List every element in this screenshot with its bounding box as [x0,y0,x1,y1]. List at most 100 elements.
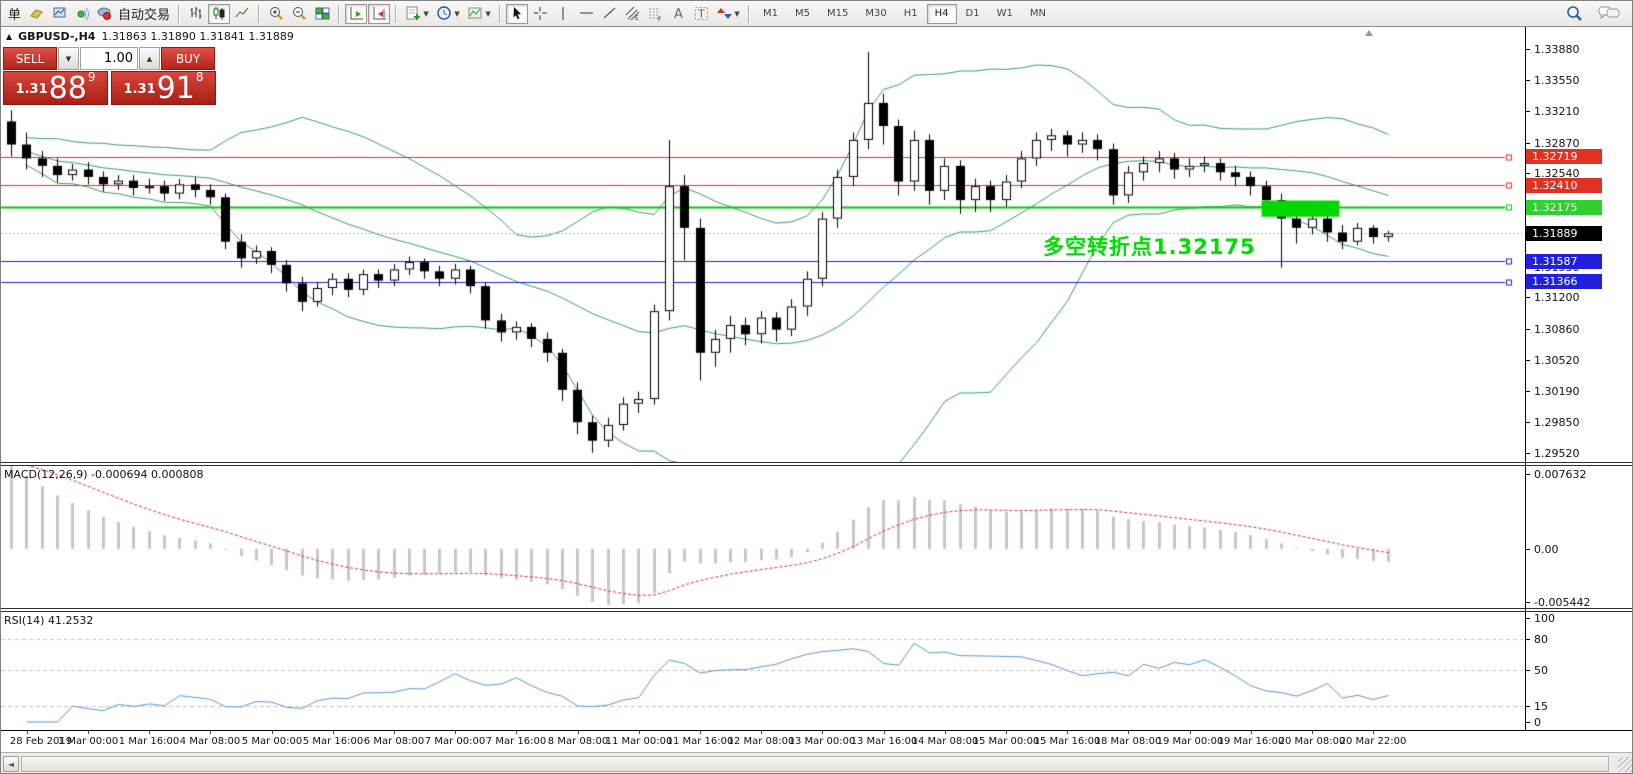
time-label: 11 Mar 16:00 [666,736,734,747]
time-tick [884,731,885,734]
macd-indicator-chart[interactable] [1,466,1525,608]
order-menu-label[interactable]: 单 [8,8,22,23]
chart-symbol-title: GBPUSD-,H4 [18,30,96,43]
scrollbar-left-arrow[interactable]: ◄ [3,756,19,772]
auto-scroll-icon[interactable] [345,3,368,24]
time-label: 7 Mar 00:00 [424,736,486,747]
timeframe-button-m5[interactable]: M5 [795,8,811,19]
line-chart-icon[interactable] [231,4,253,24]
chevron-down-icon[interactable]: ▼ [734,9,740,18]
toolbar-right [1565,4,1620,23]
pivot-annotation-text[interactable]: 多空转折点1.32175 [1043,235,1256,259]
volume-decrease-button[interactable]: ▼ [58,47,79,70]
toolbar-separator [395,4,398,23]
tile-windows-icon[interactable] [311,4,333,24]
time-tick [1006,731,1007,734]
time-tick [822,731,823,734]
autotrading-icon[interactable] [94,4,114,24]
time-label: 12 Mar 08:00 [727,736,795,747]
profile-icon[interactable] [48,4,70,24]
chevron-down-icon[interactable]: ▼ [485,9,491,18]
price-tick-label: 1.32870 [1534,137,1580,150]
time-label: 20 Mar 08:00 [1278,736,1346,747]
scrollbar-thumb[interactable] [21,756,1609,772]
rsi-label: RSI(14) 41.2532 [4,614,94,627]
price-tick-label: 1.29520 [1534,447,1580,460]
time-tick [761,731,762,734]
chart-shift-marker[interactable] [1365,30,1373,36]
price-tick-label: 1.30520 [1534,354,1580,367]
signal-icon[interactable] [71,4,93,24]
timeframe-button-m15[interactable]: M15 [827,8,849,19]
timeframe-button-m1[interactable]: M1 [763,8,779,19]
chevron-down-icon[interactable]: ▼ [454,9,460,18]
chat-icon[interactable] [1598,4,1620,23]
toolbar-separator [338,4,341,23]
price-badge: 1.31366 [1526,274,1602,289]
price-tick [1526,173,1530,174]
toolbar: 单 自动交易 ▼ ▼ ▼ E F A T ▼ M1 M5 M15 M30 H1 H4 D1 W… [1,1,1632,27]
volume-increase-button[interactable]: ▲ [139,47,160,70]
sell-button[interactable]: SELL [3,47,57,70]
time-tick [455,731,456,734]
text-label-icon[interactable]: T [690,4,712,24]
time-tick [27,731,28,734]
fibonacci-icon[interactable]: F [644,4,666,24]
zoom-out-icon[interactable] [288,4,310,24]
periods-clock-icon[interactable]: ▼ [433,4,463,24]
time-tick [333,731,334,734]
timeframe-button-m30[interactable]: M30 [865,8,887,19]
main-price-chart[interactable] [1,27,1525,462]
price-tick [1526,360,1530,361]
rsi-tick [1526,670,1530,671]
time-label: 1 Mar 16:00 [118,736,180,747]
candlestick-chart-icon[interactable] [208,3,231,24]
timeframe-button-d1[interactable]: D1 [965,8,980,19]
rsi-tick-label: 0 [1534,716,1541,729]
chart-shift-icon[interactable] [368,3,391,24]
indicators-add-icon[interactable]: ▼ [402,4,432,24]
macd-tick-label: 0.007632 [1534,468,1587,481]
pane-splitter[interactable] [1,608,1632,612]
toolbar-separator [258,4,261,23]
time-axis[interactable]: 28 Feb 2019 1 Mar 00:00 1 Mar 16:00 4 Mar 0… [1,730,1632,752]
bar-chart-icon[interactable] [185,4,207,24]
templates-icon[interactable]: ▼ [464,4,494,24]
trendline-icon[interactable] [598,4,620,24]
resize-grip-icon[interactable] [1618,757,1632,772]
volume-input[interactable] [80,47,138,70]
vertical-line-icon[interactable] [552,4,574,24]
collapse-one-click-icon[interactable]: ▲ [6,32,13,41]
chevron-down-icon[interactable]: ▼ [423,9,429,18]
horizontal-scrollbar[interactable]: ◄ [1,752,1632,773]
timeframe-button-mn[interactable]: MN [1029,8,1046,19]
price-axis-border [1525,27,1526,730]
timeframe-button-h1[interactable]: H1 [903,8,918,19]
pane-splitter[interactable] [1,462,1632,466]
timeframe-button-w1[interactable]: W1 [996,8,1013,19]
rsi-indicator-chart[interactable] [1,612,1525,730]
equidistant-channel-icon[interactable]: E [621,4,643,24]
bid-quote-button[interactable]: 1.31 88 9 [3,70,108,105]
price-tick [1526,111,1530,112]
text-icon[interactable]: A [667,4,689,24]
timeframe-button-h4[interactable]: H4 [926,3,957,24]
price-tick-label: 1.33880 [1534,43,1580,56]
cursor-icon[interactable] [506,3,529,24]
macd-tick-label: -0.005442 [1534,596,1591,609]
ask-quote-button[interactable]: 1.31 91 8 [111,70,216,105]
svg-text:T: T [697,8,705,21]
macd-tick [1526,602,1530,603]
new-order-icon[interactable] [25,4,47,24]
buy-button[interactable]: BUY [161,47,215,70]
zoom-in-icon[interactable] [265,4,287,24]
autotrading-button[interactable]: 自动交易 [118,8,171,23]
chart-title-row: ▲ GBPUSD-,H4 1.31863 1.31890 1.31841 1.3… [6,30,294,43]
search-icon[interactable] [1565,4,1584,23]
price-tick [1526,49,1530,50]
crosshair-icon[interactable] [529,4,551,24]
price-tick [1526,422,1530,423]
toolbar-separator [178,4,181,23]
horizontal-line-icon[interactable] [575,4,597,24]
arrows-shapes-icon[interactable]: ▼ [713,4,743,24]
